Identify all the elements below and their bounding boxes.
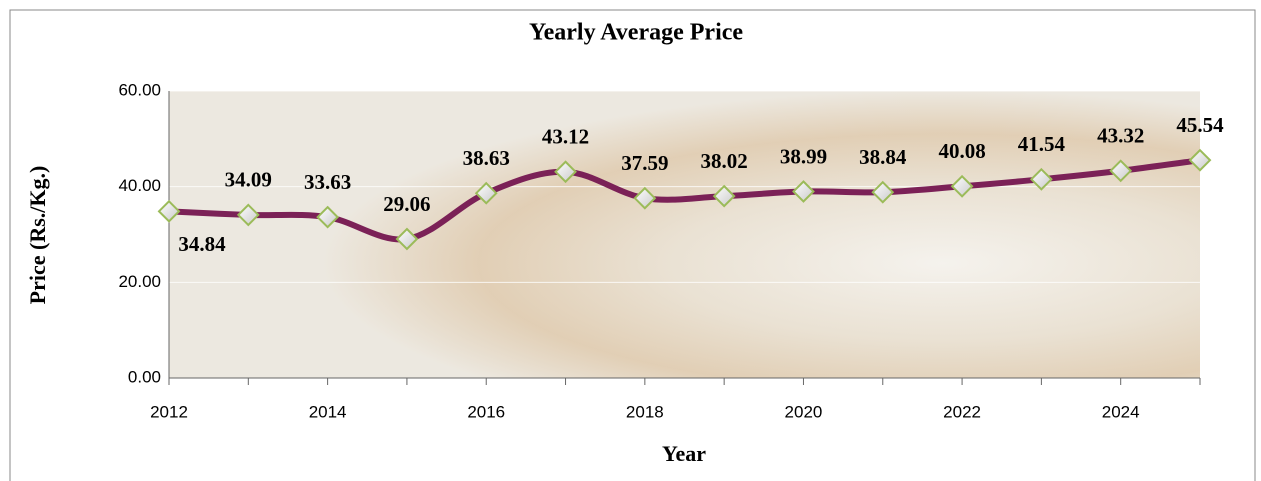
x-tick-label: 2014 bbox=[309, 402, 347, 421]
data-label: 38.02 bbox=[701, 149, 748, 173]
x-tick-label: 2016 bbox=[467, 402, 505, 421]
y-tick-label: 40.00 bbox=[118, 176, 161, 195]
y-tick-label: 60.00 bbox=[118, 80, 161, 99]
chart: Yearly Average Price Price (Rs./Kg.) Yea… bbox=[0, 0, 1261, 481]
data-label: 45.54 bbox=[1176, 113, 1224, 137]
data-label: 41.54 bbox=[1018, 132, 1066, 156]
data-label: 38.99 bbox=[780, 144, 827, 168]
x-tick-label: 2020 bbox=[785, 402, 823, 421]
data-label: 38.63 bbox=[463, 146, 510, 170]
data-label: 34.84 bbox=[178, 232, 226, 256]
page: Yearly Average Price Price (Rs./Kg.) Yea… bbox=[0, 0, 1261, 481]
data-label: 43.32 bbox=[1097, 124, 1144, 148]
y-tick-label: 20.00 bbox=[118, 272, 161, 291]
data-label: 33.63 bbox=[304, 170, 351, 194]
chart-title: Yearly Average Price bbox=[529, 20, 743, 46]
x-tick-label: 2024 bbox=[1102, 402, 1140, 421]
data-label: 37.59 bbox=[621, 151, 668, 175]
data-label: 40.08 bbox=[938, 139, 985, 163]
x-tick-label: 2022 bbox=[943, 402, 981, 421]
data-label: 29.06 bbox=[383, 192, 430, 216]
data-label: 38.84 bbox=[859, 145, 907, 169]
y-axis-title: Price (Rs./Kg.) bbox=[25, 166, 50, 305]
data-label: 43.12 bbox=[542, 125, 589, 149]
data-label: 34.09 bbox=[225, 168, 272, 192]
x-tick-label: 2018 bbox=[626, 402, 664, 421]
y-tick-label: 0.00 bbox=[128, 367, 161, 386]
x-tick-label: 2012 bbox=[150, 402, 188, 421]
x-axis-title: Year bbox=[662, 441, 706, 466]
